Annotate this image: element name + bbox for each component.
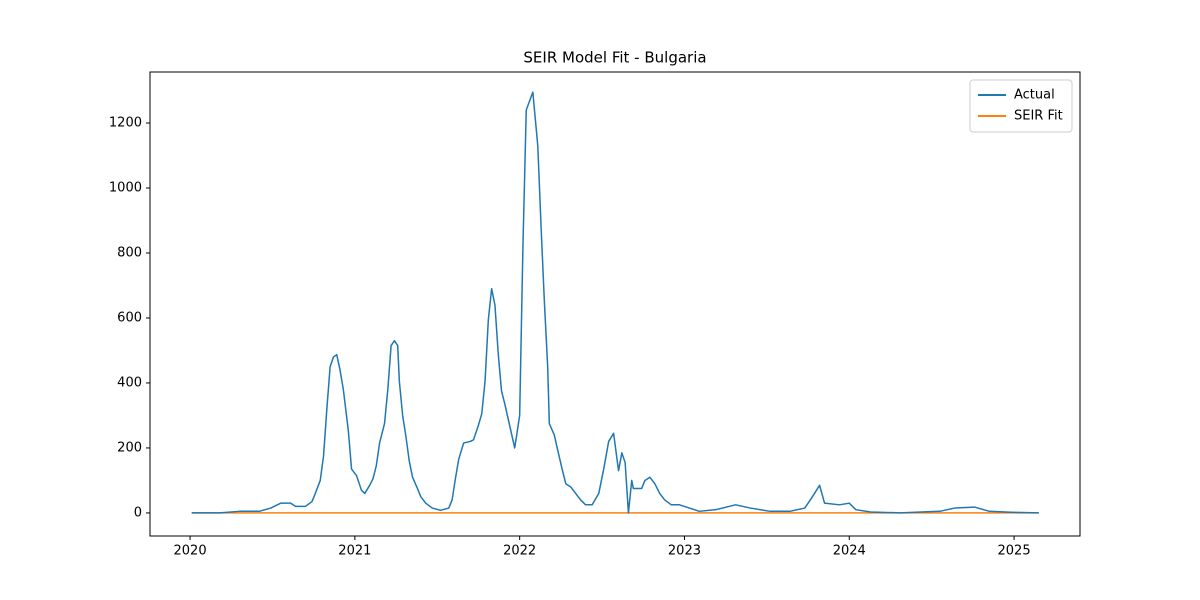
y-tick-label: 800 [117,245,142,260]
y-tick-label: 1000 [109,181,142,196]
legend-label: Actual [1014,88,1055,103]
x-tick-label: 2021 [338,544,371,559]
plot-frame [149,71,1081,537]
series-line [191,91,1039,514]
x-tick-label: 2022 [503,544,536,559]
y-tick-label: 600 [117,310,142,325]
legend-label: SEIR Fit [1014,109,1063,124]
y-tick-label: 400 [117,375,142,390]
y-tick-label: 200 [117,440,142,455]
x-tick-label: 2024 [833,544,866,559]
chart-title: SEIR Model Fit - Bulgaria [523,49,706,67]
y-tick-label: 1200 [109,116,142,131]
legend-box [969,79,1073,133]
y-tick-label: 0 [134,505,142,520]
x-tick-label: 2020 [174,544,207,559]
x-tick-label: 2025 [998,544,1031,559]
x-tick-label: 2023 [668,544,701,559]
